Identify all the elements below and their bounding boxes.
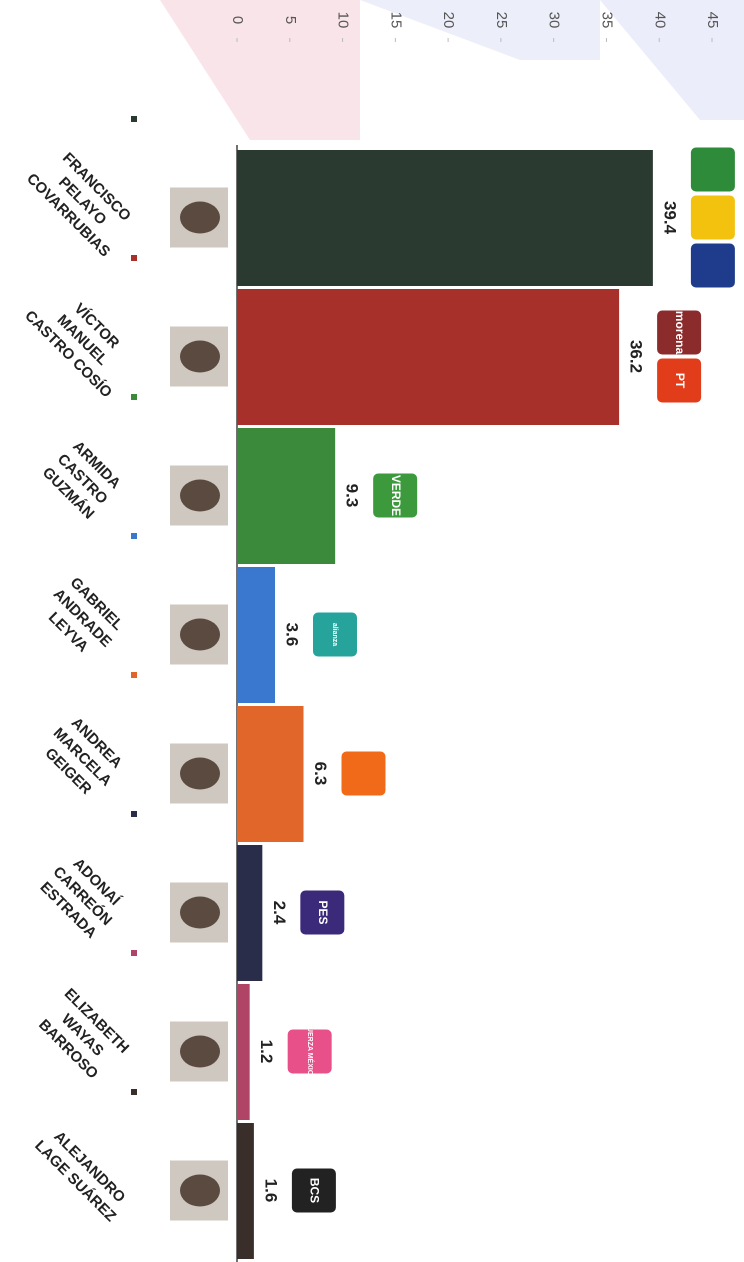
candidate-photo-face [180,201,220,234]
candidate-photo-face [180,618,220,651]
candidate-photo-face [180,479,220,512]
x-tick-label: 25 [493,12,510,29]
party-logo [287,1029,332,1074]
party-logo-text: PT [673,373,687,389]
x-tick-label: 5 [282,16,299,24]
party-logo-text: morena [673,311,687,355]
bar [237,567,275,703]
row-marker [131,950,137,956]
x-tick-label: 45 [704,12,721,29]
row-marker [131,116,137,122]
party-logo-text: PES [316,900,330,924]
value-label: 2.4 [270,901,289,925]
bar [237,845,263,981]
candidate-photo-face [180,1035,220,1068]
x-tick-label: 40 [651,12,668,29]
candidate-photo-face [180,1174,220,1207]
row-marker [131,394,137,400]
row-marker [131,255,137,261]
x-tick-label: 35 [598,12,615,29]
background-shape [160,0,360,140]
bar [237,706,304,842]
party-logo [690,147,735,192]
candidate-photo-face [180,340,220,373]
value-label: 39.4 [660,201,679,235]
party-logo [657,310,702,355]
party-logo [690,195,735,240]
party-logo [300,890,345,935]
party-logo [373,473,418,518]
bar [237,150,653,286]
row-marker [131,533,137,539]
party-logo [291,1168,336,1213]
bar [237,1123,254,1259]
background-shape [360,0,600,60]
party-logo-text: BCS [308,1178,322,1203]
value-label: 6.3 [311,762,330,786]
party-logo [657,358,702,403]
row-marker [131,1089,137,1095]
party-logo-text: alianza [331,623,338,646]
bar [237,428,336,564]
value-label: 1.2 [257,1040,276,1064]
x-tick-label: 30 [546,12,563,29]
x-tick-label: 20 [440,12,457,29]
x-tick-label: 15 [387,12,404,29]
party-logo [690,243,735,288]
value-label: 36.2 [627,340,646,373]
party-logo [341,751,386,796]
row-marker [131,672,137,678]
x-tick-label: 0 [229,16,246,24]
background-shape [600,0,744,120]
value-label: 1.6 [261,1179,280,1203]
candidate-photo-face [180,757,220,790]
party-logo [313,612,357,657]
party-logo-text: FUERZA MÉXICO [306,1023,315,1081]
bar [237,289,620,425]
value-label: 9.3 [343,484,362,508]
value-label: 3.6 [283,623,302,647]
party-logo-text: VERDE [389,475,403,516]
candidate-photo-face [180,896,220,929]
x-tick-label: 10 [335,12,352,29]
row-marker [131,811,137,817]
bar [237,984,250,1120]
